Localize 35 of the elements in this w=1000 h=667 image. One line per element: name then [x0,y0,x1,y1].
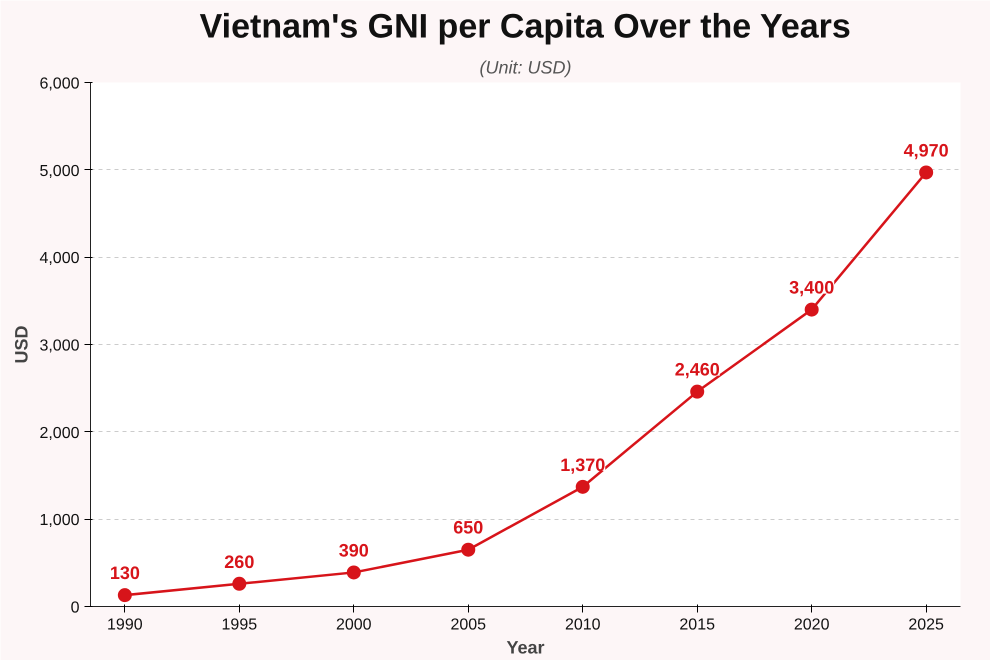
y-tick-label: 6,000 [39,76,80,92]
point [919,165,934,180]
data-label: 2,460 [674,360,720,380]
x-tick-label: 1995 [222,616,258,634]
data-label: 260 [224,552,254,572]
data-label: 4,970 [904,140,949,160]
y-tick-label: 0 [70,600,80,616]
x-tick-label: 2015 [679,616,716,634]
x-tick-label: 2005 [450,616,486,634]
point [232,576,246,591]
data-label: 3,400 [789,278,834,298]
y-tick-label: 3,000 [39,338,80,354]
x-tick-label: 2020 [794,616,830,634]
point [690,384,704,399]
x-tick-label: 1990 [107,616,143,634]
y-tick-label: 2,000 [39,424,80,442]
x-axis-title: Year [506,638,545,658]
chart-subtitle: (Unit: USD) [480,58,572,78]
data-label: 390 [338,540,369,560]
y-axis-title: USD [11,325,32,364]
point [118,588,132,602]
point [346,565,361,580]
chart-title: Vietnam's GNI per Capita Over the Years [200,8,851,46]
data-label: 130 [110,563,140,584]
point [461,542,476,557]
point [576,480,590,494]
y-tick-label: 1,000 [39,512,80,530]
data-label: 1,370 [560,454,606,475]
point [804,302,819,317]
x-tick-label: 2025 [908,616,944,634]
data-label: 650 [453,518,484,538]
y-tick-label: 4,000 [39,250,80,268]
y-tick-label: 5,000 [39,162,80,180]
x-tick-label: 2010 [564,616,601,634]
x-tick-label: 2000 [336,616,372,634]
